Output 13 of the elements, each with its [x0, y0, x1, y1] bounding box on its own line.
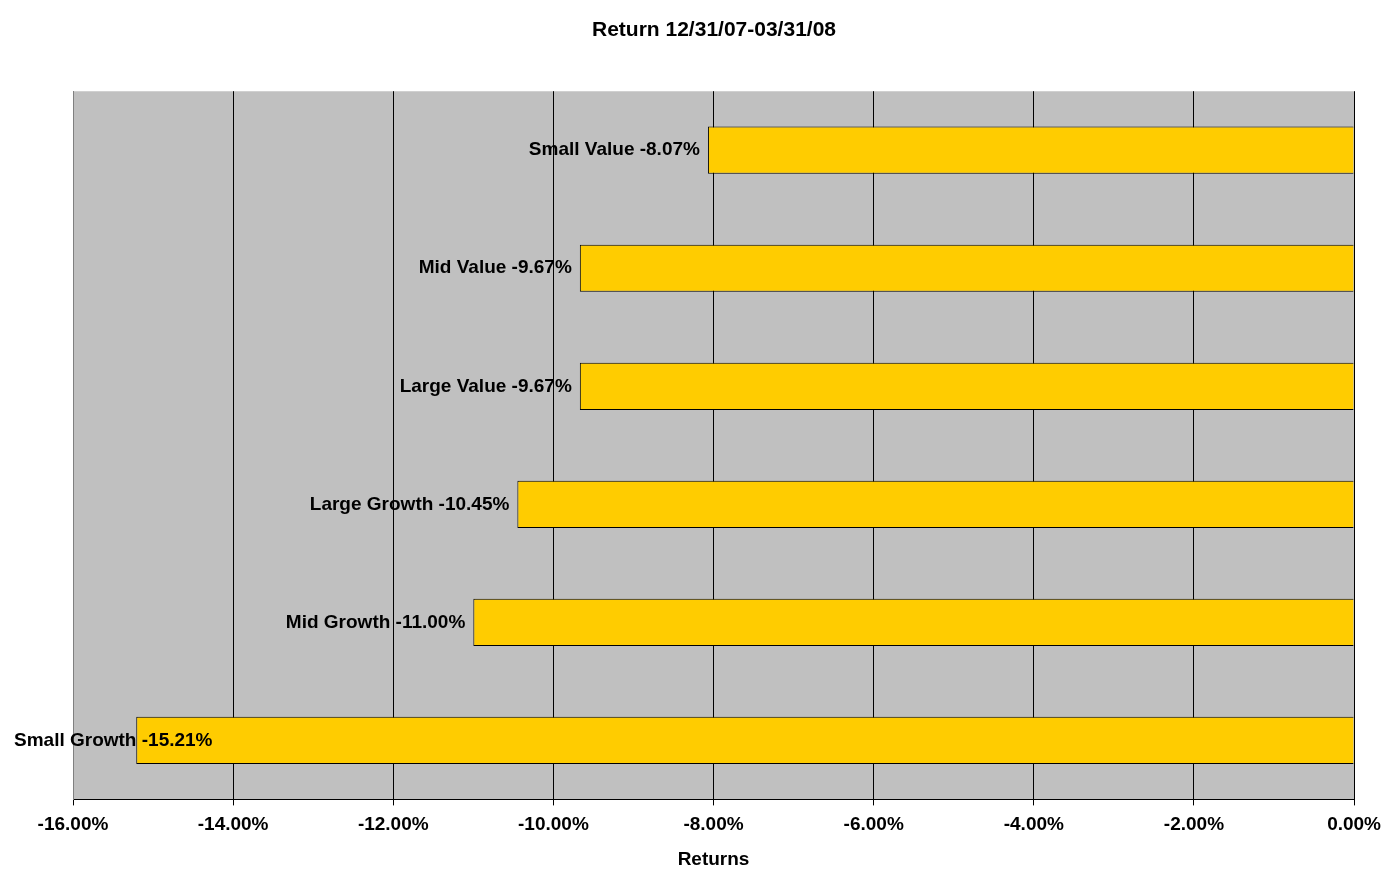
- x-axis-title: Returns: [677, 847, 750, 869]
- chart-title: Return 12/31/07-03/31/08: [592, 17, 837, 41]
- x-tick-label: -2.00%: [1163, 813, 1225, 835]
- x-tick-label: -16.00%: [37, 813, 109, 835]
- x-tick-label: -12.00%: [357, 813, 429, 835]
- category-label: Small Growth -15.21%: [13, 728, 213, 750]
- x-tick-label: -10.00%: [518, 813, 589, 835]
- x-tick-label: -4.00%: [1003, 813, 1064, 835]
- x-tick-label: -14.00%: [197, 813, 269, 835]
- x-tick-label: -8.00%: [683, 813, 744, 835]
- x-tick-label: 0.00%: [1327, 813, 1382, 835]
- category-label: Mid Growth -11.00%: [285, 610, 466, 632]
- x-tick-label: -6.00%: [843, 813, 904, 835]
